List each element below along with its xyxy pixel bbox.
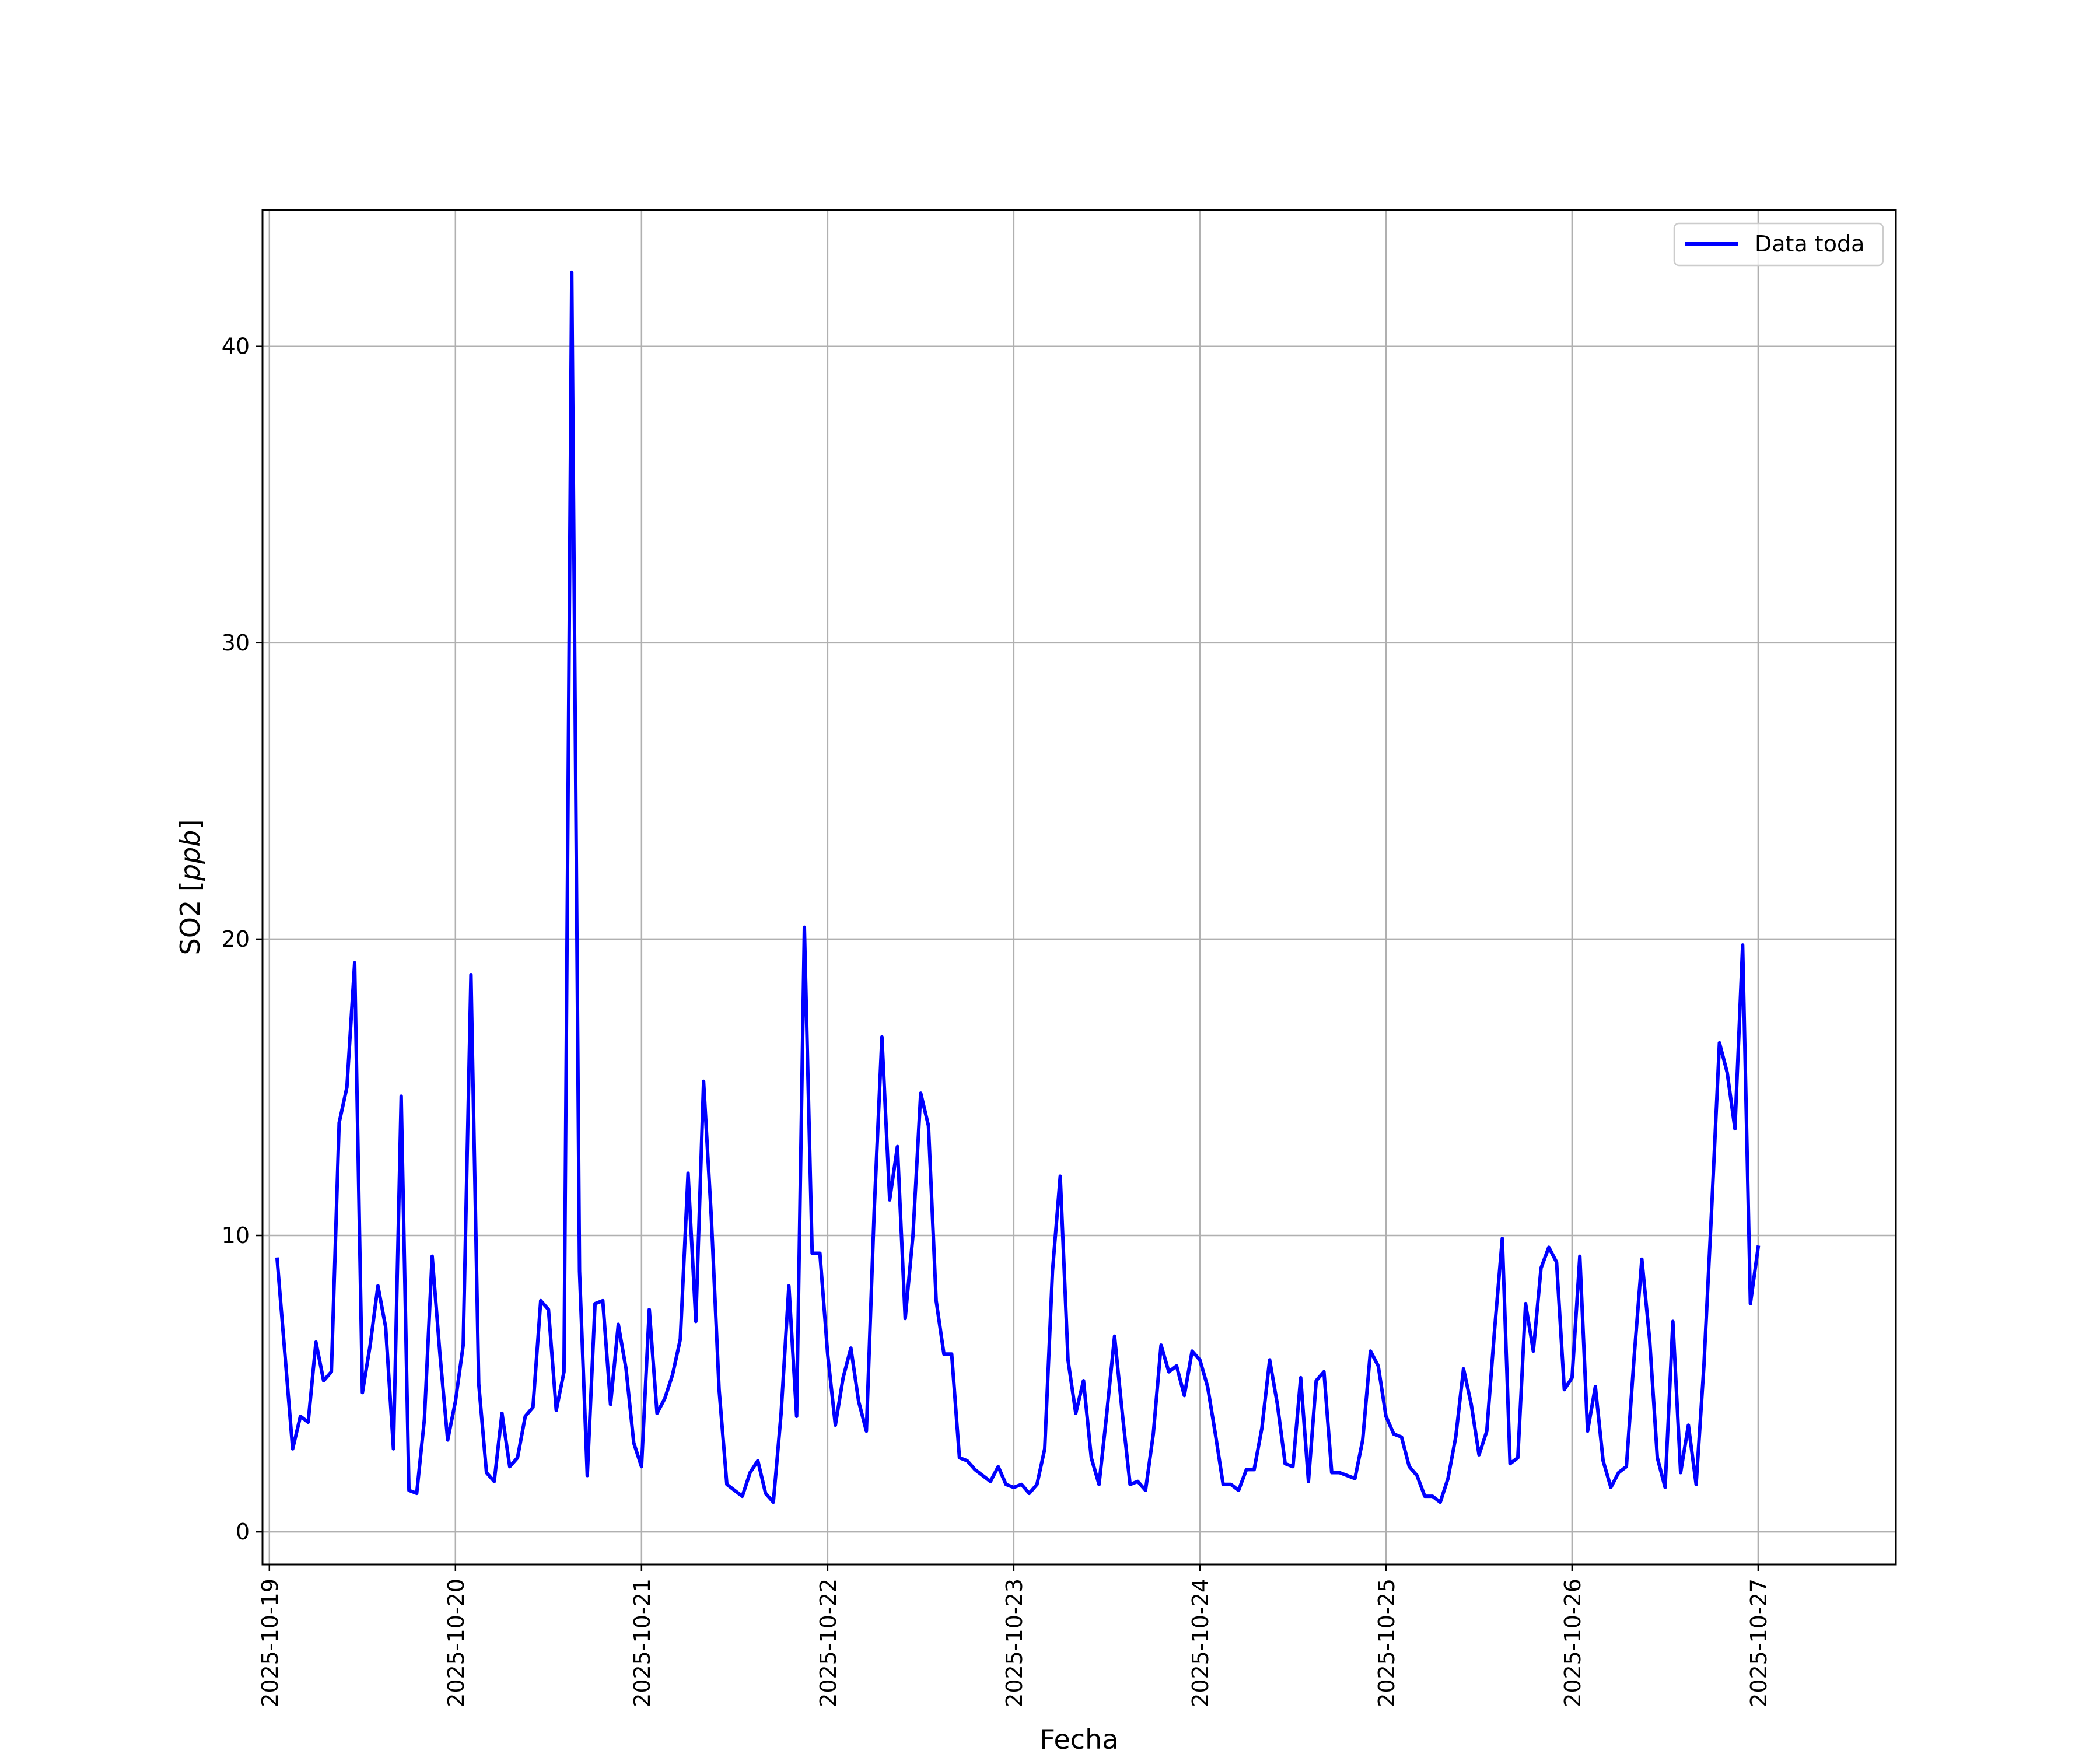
y-axis-ticks: 0 10 20 30 40 (222, 334, 262, 1545)
x-tick-label: 2025-10-19 (257, 1578, 283, 1707)
y-axis-label-main: SO2 [ (174, 881, 206, 955)
y-tick-label: 10 (222, 1223, 250, 1248)
x-tick-label: 2025-10-26 (1560, 1578, 1586, 1707)
y-axis-label: SO2 [ppb] (174, 820, 206, 956)
y-tick-label: 30 (222, 630, 250, 656)
y-axis-label-unit: ppb (174, 830, 206, 882)
series-line-data-toda (275, 270, 1760, 1504)
x-axis-ticks: 2025-10-19 2025-10-20 2025-10-21 2025-10-22… (257, 1564, 1772, 1707)
plot-frame (261, 209, 1897, 1566)
y-tick-label: 20 (222, 926, 250, 952)
y-tick-label: 0 (236, 1519, 250, 1545)
legend: Data toda (1673, 222, 1884, 267)
x-tick-label: 2025-10-20 (443, 1578, 469, 1707)
y-axis-label-close: ] (174, 820, 206, 830)
series-layer (275, 270, 1760, 1504)
grid-lines (262, 210, 1896, 1564)
x-tick-label: 2025-10-21 (629, 1578, 655, 1707)
legend-entry-label: Data toda (1755, 231, 1864, 257)
y-tick-label: 40 (222, 334, 250, 359)
legend-box (1673, 222, 1884, 267)
x-axis-label: Fecha (1040, 1724, 1119, 1750)
x-tick-label: 2025-10-27 (1746, 1578, 1772, 1707)
x-tick-label: 2025-10-25 (1374, 1578, 1399, 1707)
x-tick-label: 2025-10-23 (1002, 1578, 1027, 1707)
plot-area-background (262, 210, 1896, 1564)
x-tick-label: 2025-10-22 (816, 1578, 841, 1707)
x-tick-label: 2025-10-24 (1188, 1578, 1213, 1707)
